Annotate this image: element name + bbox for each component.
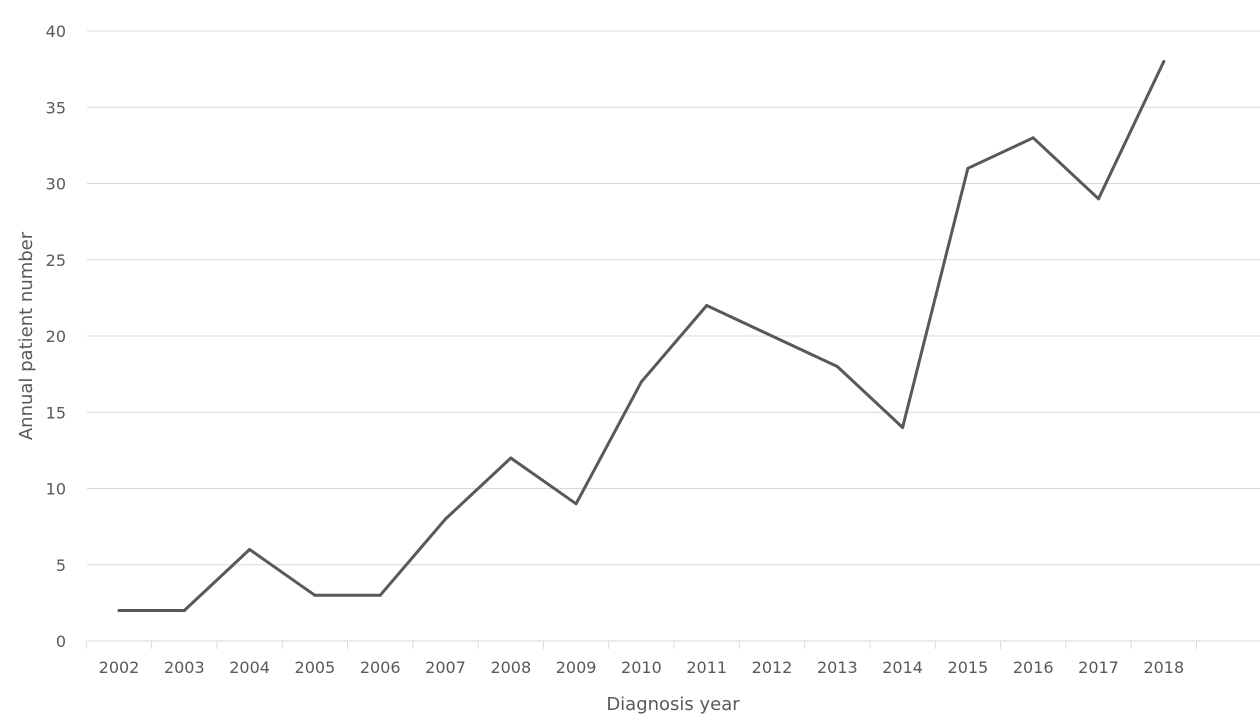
data-point-2005 <box>313 593 317 597</box>
x-tick-label: 2002 <box>99 658 140 677</box>
x-tick-label: 2007 <box>425 658 466 677</box>
x-tick-label: 2017 <box>1078 658 1119 677</box>
data-point-2013 <box>835 365 839 368</box>
x-tick-label: 2014 <box>882 658 923 677</box>
x-tick-label: 2009 <box>556 658 597 677</box>
x-tick-label: 2006 <box>360 658 401 677</box>
data-point-2014 <box>901 426 905 429</box>
data-point-2003 <box>182 609 186 612</box>
x-tick-label: 2011 <box>686 658 727 677</box>
x-tick-label: 2003 <box>164 658 205 677</box>
data-point-2012 <box>770 334 774 338</box>
x-tick-label: 2004 <box>229 658 270 677</box>
data-point-2007 <box>444 517 447 521</box>
data-point-2004 <box>248 548 252 551</box>
gridlines <box>87 30 1260 566</box>
y-tick-label: 15 <box>46 403 66 422</box>
x-axis-title: Diagnosis year <box>606 694 740 715</box>
data-point-2018 <box>1162 60 1166 63</box>
x-tick-label: 2008 <box>490 658 531 677</box>
y-tick-label: 0 <box>56 632 66 651</box>
y-tick-label: 20 <box>46 327 66 346</box>
y-tick-label: 30 <box>46 175 66 194</box>
x-tick-label: 2016 <box>1013 658 1054 677</box>
data-point-2016 <box>1031 136 1035 140</box>
x-tick-label: 2018 <box>1143 658 1184 677</box>
data-point-2015 <box>966 166 970 170</box>
data-point-2009 <box>574 502 578 506</box>
y-tick-label: 40 <box>46 22 66 41</box>
data-point-2017 <box>1097 197 1100 201</box>
series-layer <box>117 60 1166 612</box>
y-tick-label: 25 <box>46 251 66 270</box>
data-point-2002 <box>117 609 121 612</box>
data-point-2008 <box>509 456 513 460</box>
data-point-2010 <box>639 380 643 384</box>
x-tick-label: 2005 <box>295 658 336 677</box>
x-tick-label: 2015 <box>948 658 989 677</box>
data-point-2011 <box>705 304 709 307</box>
y-axis-title: Annual patient number <box>16 231 37 440</box>
y-tick-label: 35 <box>46 98 66 117</box>
y-tick-label: 5 <box>56 556 66 575</box>
x-tick-label: 2012 <box>752 658 793 677</box>
x-tick-label: 2010 <box>621 658 662 677</box>
axes: 0 5 10 15 20 25 30 35 40 2002 2003 2004 2005 2006 2007… <box>46 22 1260 677</box>
data-point-2006 <box>378 593 382 597</box>
y-tick-label: 10 <box>46 480 66 499</box>
x-tick-label: 2013 <box>817 658 858 677</box>
